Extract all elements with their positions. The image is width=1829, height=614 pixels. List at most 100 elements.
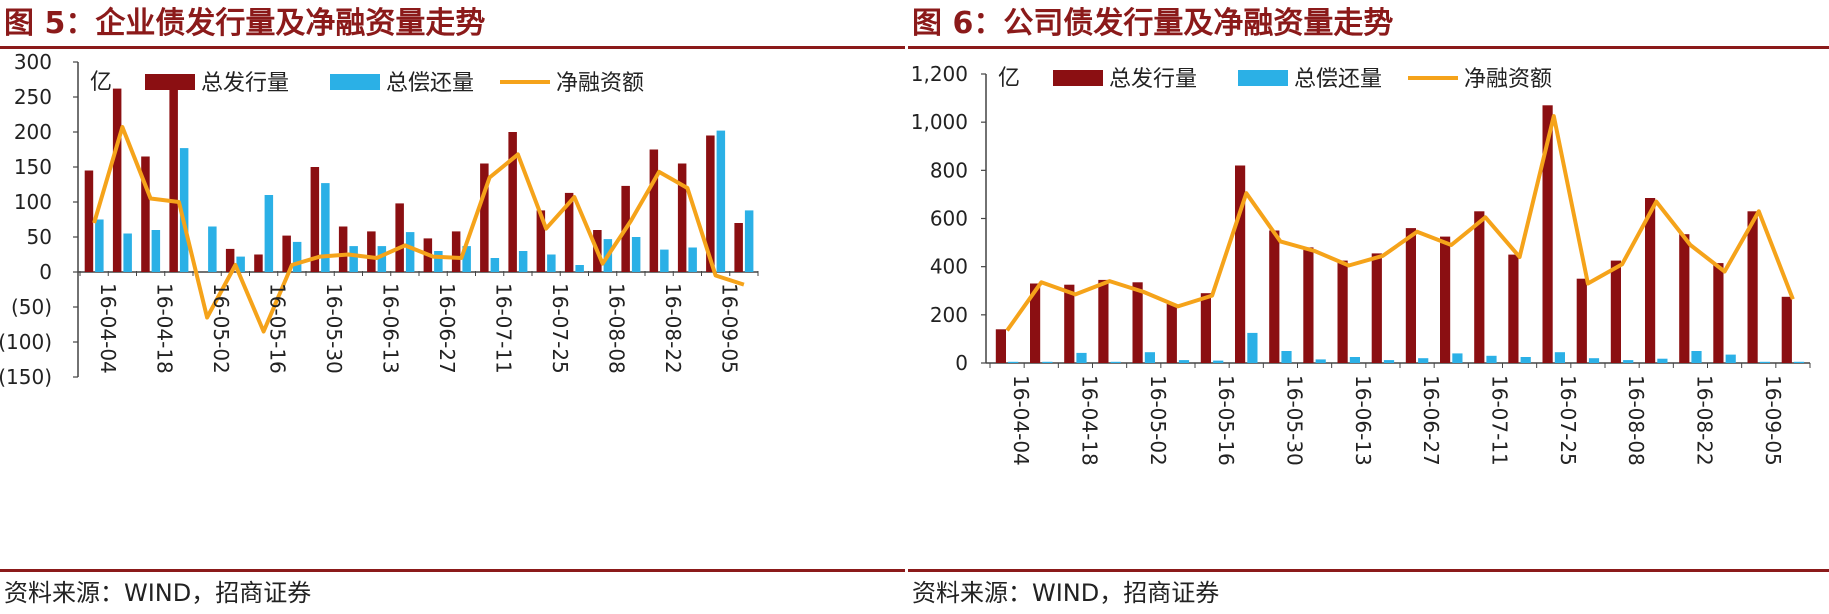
issuance-bar bbox=[1713, 263, 1724, 363]
figure-6-chart: 1,200 1,000 800 600 400 200 0 16-04-04 16-04-18 1… bbox=[911, 62, 1811, 466]
source-note: 资料来源：WIND，招商证券 bbox=[912, 579, 1220, 607]
issuance-bar bbox=[254, 254, 263, 272]
repayment-bar bbox=[1144, 352, 1155, 363]
repayment-bar bbox=[377, 246, 387, 272]
repayment-bar bbox=[292, 241, 302, 272]
issuance-bar bbox=[734, 223, 743, 272]
repayment-bar bbox=[1554, 352, 1565, 363]
legend-label: 净融资额 bbox=[556, 71, 644, 96]
repayment-bar bbox=[575, 265, 584, 272]
repayment-bar bbox=[1452, 353, 1463, 363]
legend-swatch-repayment bbox=[330, 74, 380, 90]
legend-swatch-repayment bbox=[1238, 70, 1288, 86]
repayment-bar bbox=[405, 232, 415, 272]
issuance-bar bbox=[367, 231, 376, 272]
repayment-bar bbox=[1213, 360, 1224, 363]
x-tick-label: 16-04-18 bbox=[1077, 375, 1101, 466]
issuance-bar bbox=[225, 248, 235, 272]
issuance-bar bbox=[84, 170, 94, 272]
figure-6-panel: 图 6：公司债发行量及净融资量走势 1,200 1,000 800 600 400 200… bbox=[908, 0, 1829, 614]
issuance-bar bbox=[1747, 211, 1758, 363]
repayment-bar bbox=[1486, 355, 1497, 363]
net-financing-line bbox=[92, 125, 745, 334]
repayment-bar bbox=[1418, 358, 1429, 363]
x-tick-label: 16-06-13 bbox=[379, 283, 403, 374]
repayment-bar bbox=[1793, 361, 1805, 363]
issuance-bar bbox=[564, 192, 574, 272]
issuance-bar bbox=[1542, 105, 1553, 364]
repayment-bar bbox=[1247, 332, 1258, 363]
source-rule bbox=[908, 569, 1829, 572]
repayment-bar bbox=[151, 230, 161, 272]
issuance-bar bbox=[112, 88, 122, 272]
y-tick-label: 1,000 bbox=[911, 110, 968, 134]
repayment-bar bbox=[179, 148, 189, 272]
repayment-bar bbox=[1691, 351, 1702, 363]
repayment-bar bbox=[95, 219, 104, 272]
repayment-bar bbox=[1281, 351, 1292, 363]
x-tick-label: 16-07-11 bbox=[1487, 375, 1511, 466]
repayment-bar bbox=[1110, 361, 1121, 363]
legend-label: 总发行量 bbox=[201, 71, 289, 96]
repayment-bar bbox=[434, 251, 443, 272]
y-tick-label: 800 bbox=[930, 158, 968, 182]
issuance-bar bbox=[1064, 284, 1075, 363]
repayment-bar bbox=[1623, 360, 1634, 363]
repayment-bar bbox=[1520, 357, 1531, 363]
repayment-bar bbox=[1349, 357, 1360, 363]
y-tick-label: 250 bbox=[14, 85, 52, 109]
y-tick-label: 600 bbox=[930, 207, 968, 231]
x-tick-label: 16-05-16 bbox=[266, 283, 290, 374]
repayment-bar bbox=[1657, 358, 1668, 363]
unit-label: 亿 bbox=[998, 66, 1020, 91]
issuance-bar bbox=[1440, 236, 1451, 363]
figure-5-panel: 图 5：企业债发行量及净融资量走势 300 250 200 150 100 50 0 (50)… bbox=[0, 0, 905, 614]
issuance-bar bbox=[1303, 247, 1314, 363]
issuance-bar bbox=[141, 156, 150, 272]
issuance-bar bbox=[1576, 278, 1587, 363]
y-tick-label: 150 bbox=[14, 155, 52, 179]
x-tick-label: 16-06-13 bbox=[1351, 375, 1375, 466]
issuance-bar bbox=[1371, 253, 1382, 363]
x-tick-label: 16-07-25 bbox=[548, 283, 572, 374]
repayment-bar bbox=[1178, 360, 1190, 363]
repayment-bar bbox=[1315, 359, 1326, 363]
issuance-bar bbox=[169, 86, 178, 272]
x-tick-label: 16-08-08 bbox=[605, 283, 629, 374]
y-tick-label: 200 bbox=[14, 120, 52, 144]
title-rule bbox=[908, 46, 1829, 49]
y-tick-label: 300 bbox=[14, 52, 52, 74]
issuance-bar bbox=[395, 203, 404, 272]
repayment-bar bbox=[1042, 361, 1053, 363]
net-financing-line bbox=[1005, 114, 1795, 332]
y-tick-label: 50 bbox=[27, 225, 52, 249]
issuance-bar bbox=[282, 235, 291, 272]
issuance-bar bbox=[536, 210, 546, 272]
x-tick-label: 16-08-22 bbox=[661, 283, 685, 374]
x-tick-label: 16-08-22 bbox=[1692, 375, 1716, 466]
issuance-bar bbox=[706, 135, 715, 272]
x-tick-label: 16-05-30 bbox=[322, 283, 346, 374]
repayment-bar bbox=[1759, 361, 1770, 363]
issuance-bar bbox=[508, 132, 517, 272]
repayment-bar bbox=[321, 183, 330, 272]
legend-label: 总发行量 bbox=[1109, 67, 1197, 92]
issuance-bar bbox=[451, 231, 461, 272]
x-tick-label: 16-05-16 bbox=[1214, 375, 1238, 466]
y-tick-label: 0 bbox=[39, 260, 52, 284]
repayment-bar bbox=[1588, 358, 1600, 363]
x-tick-label: 16-06-27 bbox=[1419, 375, 1443, 466]
repayment-bar bbox=[716, 130, 726, 272]
issuance-bar bbox=[677, 163, 687, 272]
x-tick-label: 16-06-27 bbox=[435, 283, 459, 374]
issuance-bar bbox=[1200, 293, 1211, 363]
repayment-bar bbox=[631, 237, 641, 272]
repayment-bar bbox=[518, 251, 528, 272]
issuance-bar bbox=[1610, 260, 1621, 363]
issuance-bar bbox=[1645, 198, 1656, 363]
legend-label: 总偿还量 bbox=[386, 71, 474, 96]
source-rule bbox=[0, 569, 905, 572]
repayment-bar bbox=[547, 254, 556, 272]
figure-title: 图 5：企业债发行量及净融资量走势 bbox=[4, 6, 486, 41]
repayment-bar bbox=[264, 195, 274, 272]
